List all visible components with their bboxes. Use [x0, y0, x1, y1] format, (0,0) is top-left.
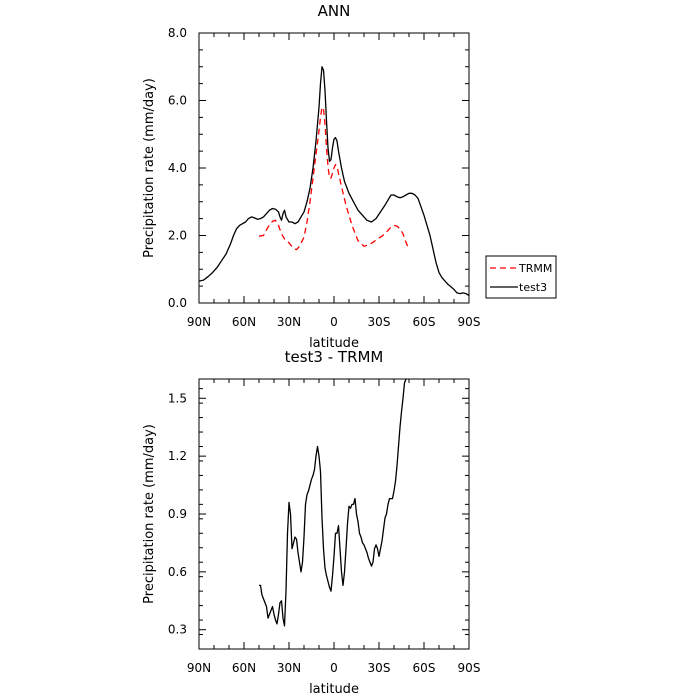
y-tick-label: 0.6	[168, 565, 187, 579]
y-tick-label: 1.2	[168, 449, 187, 463]
x-tick-label: 30S	[368, 661, 391, 675]
x-tick-label: 30N	[277, 315, 301, 329]
y-tick-label: 4.0	[168, 161, 187, 175]
x-tick-label: 60N	[232, 661, 256, 675]
y-axis-title: Precipitation rate (mm/day)	[142, 424, 157, 604]
series-line-trmm	[258, 106, 410, 251]
panel-title: ANN	[318, 2, 351, 20]
x-tick-label: 90S	[458, 661, 481, 675]
y-tick-label: 0.9	[168, 507, 187, 521]
x-tick-label: 60S	[413, 315, 436, 329]
panel-title: test3 - TRMM	[285, 348, 384, 366]
x-tick-label: 90N	[187, 661, 211, 675]
y-tick-label: 1.5	[168, 391, 187, 405]
plot-frame	[198, 378, 470, 650]
legend-label-trmm: TRMM	[518, 262, 552, 275]
y-tick-label: 2.0	[168, 229, 187, 243]
y-tick-label: 0.0	[168, 296, 187, 310]
x-tick-label: 30S	[368, 315, 391, 329]
series-line-difference	[259, 378, 407, 627]
x-tick-label: 90S	[458, 315, 481, 329]
series-line-test3	[198, 66, 470, 297]
x-tick-label: 30N	[277, 661, 301, 675]
y-tick-label: 0.3	[168, 623, 187, 637]
x-axis-title: latitude	[309, 682, 359, 697]
x-tick-label: 90N	[187, 315, 211, 329]
legend-label-test3: test3	[519, 281, 547, 294]
legend-box	[485, 255, 557, 299]
x-tick-label: 60N	[232, 315, 256, 329]
x-tick-label: 60S	[413, 661, 436, 675]
x-tick-label: 0	[330, 315, 338, 329]
y-tick-label: 8.0	[168, 26, 187, 40]
x-tick-label: 0	[330, 661, 338, 675]
y-axis-title: Precipitation rate (mm/day)	[142, 78, 157, 258]
x-axis-title: latitude	[309, 336, 359, 351]
y-tick-label: 6.0	[168, 94, 187, 108]
